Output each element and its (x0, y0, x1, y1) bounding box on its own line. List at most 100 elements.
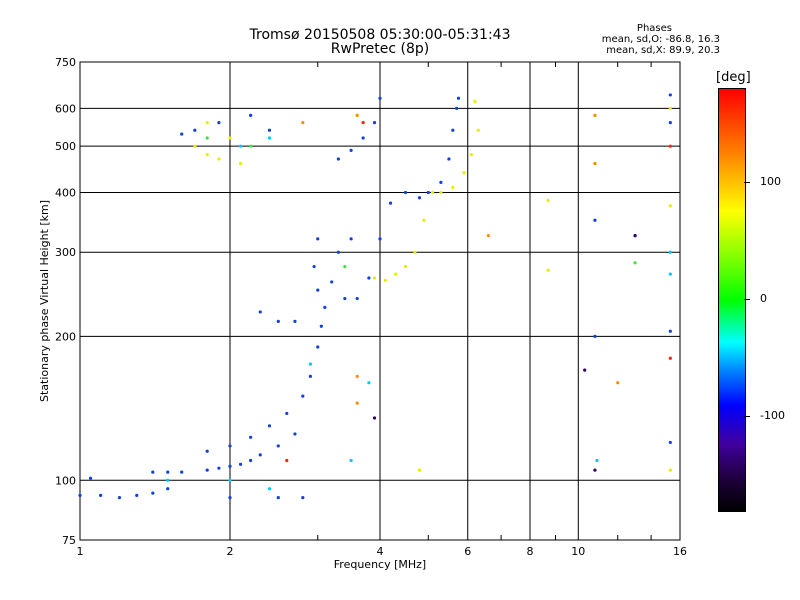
data-point (217, 121, 221, 125)
data-point (316, 288, 320, 292)
x-axis-label: Frequency [MHz] (334, 558, 426, 571)
y-tick-label: 400 (55, 186, 76, 199)
data-point (372, 416, 377, 420)
data-point (372, 276, 377, 280)
data-point (285, 458, 289, 463)
data-point (417, 468, 422, 472)
data-point (205, 153, 209, 157)
x-tick-label: 1 (77, 545, 84, 558)
data-point (361, 121, 365, 125)
data-point (595, 458, 599, 463)
data-point (166, 487, 170, 491)
data-point (258, 453, 262, 457)
data-point (455, 106, 459, 110)
data-point (447, 157, 451, 161)
data-point (403, 190, 408, 195)
data-point (355, 401, 359, 405)
data-point (228, 464, 232, 468)
data-point (633, 233, 637, 238)
data-point (217, 466, 221, 470)
data-point (205, 136, 209, 140)
data-point (668, 272, 672, 276)
data-point (217, 157, 221, 161)
data-point (355, 374, 359, 378)
data-point (451, 185, 455, 189)
data-point (378, 96, 382, 100)
colorbar-tick-label: 100 (760, 174, 781, 188)
data-point (180, 470, 184, 474)
data-point (308, 362, 313, 366)
data-point (486, 233, 490, 238)
data-point (355, 113, 359, 117)
data-point (301, 121, 305, 125)
data-point (668, 329, 672, 333)
data-point (238, 161, 243, 166)
data-point (193, 128, 197, 132)
data-point (151, 491, 155, 495)
data-point (258, 310, 262, 314)
data-point (238, 462, 243, 466)
data-point (238, 144, 243, 148)
data-point (593, 334, 597, 338)
data-point (166, 478, 170, 482)
data-point (668, 204, 672, 208)
data-point (343, 264, 347, 269)
data-point (276, 319, 280, 323)
data-point (316, 345, 320, 349)
data-point (394, 272, 398, 276)
data-point (413, 250, 417, 254)
y-axis-label: Stationary phase Virtual Height [km] (38, 200, 51, 402)
data-point (88, 476, 93, 480)
data-point (367, 276, 371, 280)
y-tick-label: 750 (55, 56, 76, 69)
data-point (343, 296, 347, 301)
data-point (668, 356, 672, 360)
data-point (336, 250, 340, 254)
phases-title: Phases (636, 23, 672, 34)
data-point (267, 424, 272, 428)
data-point (293, 319, 297, 323)
data-point (439, 180, 443, 184)
data-point (422, 218, 426, 222)
data-point (205, 449, 209, 453)
data-point (78, 493, 82, 497)
y-tick-label: 75 (62, 534, 76, 547)
data-point (228, 478, 232, 482)
data-point (456, 96, 461, 100)
data-point (668, 250, 672, 254)
data-point (593, 468, 597, 472)
y-tick-label: 600 (55, 102, 76, 115)
phases-o-stats: mean, sd,O: -86.8, 16.3 (601, 34, 720, 45)
x-tick-label: 2 (227, 545, 234, 558)
data-point (430, 190, 435, 195)
data-point (267, 128, 272, 132)
data-point (367, 381, 371, 385)
colorbar-tick-mark (744, 416, 750, 418)
data-point (417, 196, 422, 200)
data-point (117, 495, 122, 500)
y-tick-label: 100 (55, 474, 76, 487)
data-point (372, 121, 377, 125)
data-point (285, 411, 289, 416)
colorbar-tick-label: -100 (760, 409, 785, 423)
data-point (293, 432, 297, 436)
y-tick-label: 500 (55, 140, 76, 153)
data-point (361, 136, 365, 140)
ionogram-plot: 1 2 4 6 8 10 16 75 100 200 300 400 500 600 750 Frequenc… (38, 56, 687, 571)
data-point (546, 268, 550, 272)
phases-x-stats: mean, sd,X: 89.9, 20.3 (606, 45, 720, 56)
data-point (228, 136, 232, 140)
data-point (316, 237, 320, 241)
data-point (151, 470, 155, 474)
data-point (166, 470, 170, 474)
data-point (323, 305, 327, 309)
data-point (473, 99, 477, 104)
data-point (583, 368, 587, 372)
colorbar-tick-label: 0 (760, 292, 767, 305)
data-point (633, 261, 637, 265)
x-tick-label: 10 (571, 545, 585, 558)
data-point (276, 444, 280, 448)
data-point (383, 278, 387, 282)
data-point (228, 495, 232, 500)
data-point (249, 458, 253, 463)
